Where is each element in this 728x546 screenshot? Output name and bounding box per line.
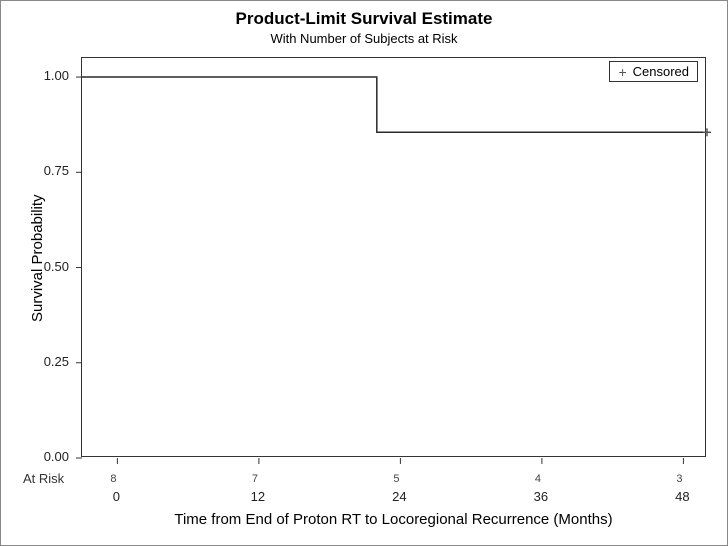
x-tick-label: 24 [389,489,409,504]
x-tick-label: 48 [672,489,692,504]
y-tick-label: 0.50 [44,259,69,274]
at-risk-count: 4 [535,473,541,485]
censored-marker-icon: + [618,65,626,79]
at-risk-count: 8 [110,473,116,485]
y-tick-label: 0.00 [44,449,69,464]
x-tick-label: 12 [248,489,268,504]
y-tick-label: 0.25 [44,354,69,369]
y-tick-label: 1.00 [44,68,69,83]
censor-marker [703,128,711,136]
legend: + Censored [609,61,698,82]
chart-subtitle: With Number of Subjects at Risk [1,31,727,46]
plot-area [81,57,706,457]
at-risk-count: 3 [676,473,682,485]
at-risk-label: At Risk [23,471,64,486]
x-tick-label: 0 [106,489,126,504]
survival-curve [82,77,707,132]
y-tick-label: 0.75 [44,163,69,178]
at-risk-count: 7 [252,473,258,485]
legend-label: Censored [633,64,689,79]
x-tick-label: 36 [531,489,551,504]
at-risk-count: 5 [393,473,399,485]
x-axis-label: Time from End of Proton RT to Locoregion… [81,511,706,528]
chart-frame: Product-Limit Survival Estimate With Num… [0,0,728,546]
chart-title: Product-Limit Survival Estimate [1,9,727,29]
chart-svg [82,58,707,458]
